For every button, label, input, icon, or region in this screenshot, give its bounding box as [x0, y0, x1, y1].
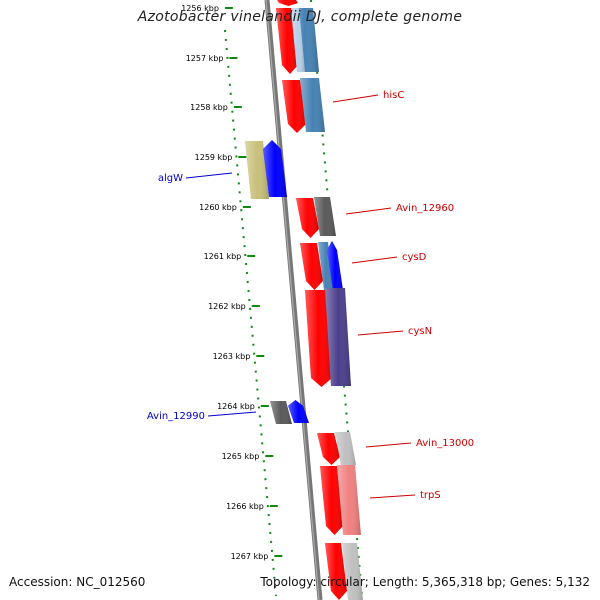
genome-title: Azotobacter vinelandii DJ, complete geno…	[137, 9, 463, 25]
tick-label: 1256 kbp	[181, 4, 219, 13]
tick-label: 1265 kbp	[222, 452, 260, 461]
gene-arrow-shading	[245, 141, 269, 199]
gene-arrow-shading	[291, 8, 305, 72]
gene-arrow-shading	[276, 8, 298, 74]
gene-arrow-shading	[320, 466, 343, 535]
gene-arrow-shading	[277, 0, 298, 6]
gene-arrow-shading	[288, 400, 309, 423]
gene-arrow-shading	[270, 401, 292, 424]
tick-label: 1261 kbp	[204, 252, 242, 261]
gene-label[interactable]: Avin_12960	[396, 203, 454, 214]
gene-arrow-shading	[325, 288, 351, 386]
gene-arrow-shading	[314, 197, 336, 236]
gene-label[interactable]: trpS	[420, 490, 441, 501]
gene-label[interactable]: hisC	[383, 90, 404, 101]
genome-backbone	[264, 0, 323, 600]
gene-arrow-shading	[325, 543, 347, 600]
gene-leader-line	[207, 411, 257, 417]
gene-arrow-shading	[263, 140, 287, 197]
gene-label[interactable]: cysD	[402, 252, 427, 263]
gene-arrow-shading	[305, 290, 332, 387]
tick-label: 1258 kbp	[190, 103, 228, 112]
genome-summary-text: Topology: circular; Length: 5,365,318 bp…	[260, 575, 590, 589]
gene-arrow-shading	[342, 543, 363, 600]
tick-label: 1262 kbp	[208, 302, 246, 311]
tick-label: 1260 kbp	[199, 203, 237, 212]
gene-leader-line	[345, 207, 392, 215]
tick-label: 1264 kbp	[217, 402, 255, 411]
gene-leader-line	[351, 256, 398, 264]
gene-arrow-shading	[300, 78, 325, 132]
gene-label[interactable]: Avin_12990	[147, 411, 205, 422]
genome-backbone-highlight	[265, 0, 320, 600]
gene-arrow-shading	[337, 465, 361, 535]
gene-label[interactable]: Avin_13000	[416, 438, 474, 449]
inner-guide-ring	[224, 29, 277, 597]
gene-arrow-shading	[300, 243, 323, 290]
gene-label[interactable]: algW	[158, 173, 183, 184]
gene-arrow-shading	[318, 242, 334, 290]
accession-text: Accession: NC_012560	[9, 575, 146, 589]
tick-label: 1259 kbp	[195, 153, 233, 162]
tick-label: 1257 kbp	[186, 54, 224, 63]
gene-arrow-shading	[335, 432, 356, 465]
gene-leader-line	[332, 94, 379, 103]
gene-leader-line	[365, 442, 412, 448]
tick-label: 1267 kbp	[231, 552, 269, 561]
gene-arrow-shading	[296, 198, 319, 238]
gene-arrow-shading	[327, 241, 343, 290]
gene-leader-line	[369, 494, 416, 499]
gene-arrow-shading	[317, 433, 340, 465]
gene-leader-line	[185, 172, 233, 179]
gene-label[interactable]: cysN	[408, 326, 432, 337]
tick-label: 1263 kbp	[213, 352, 251, 361]
tick-label: 1266 kbp	[226, 502, 264, 511]
gene-leader-line	[357, 330, 404, 336]
gene-arrow-shading	[282, 80, 306, 133]
